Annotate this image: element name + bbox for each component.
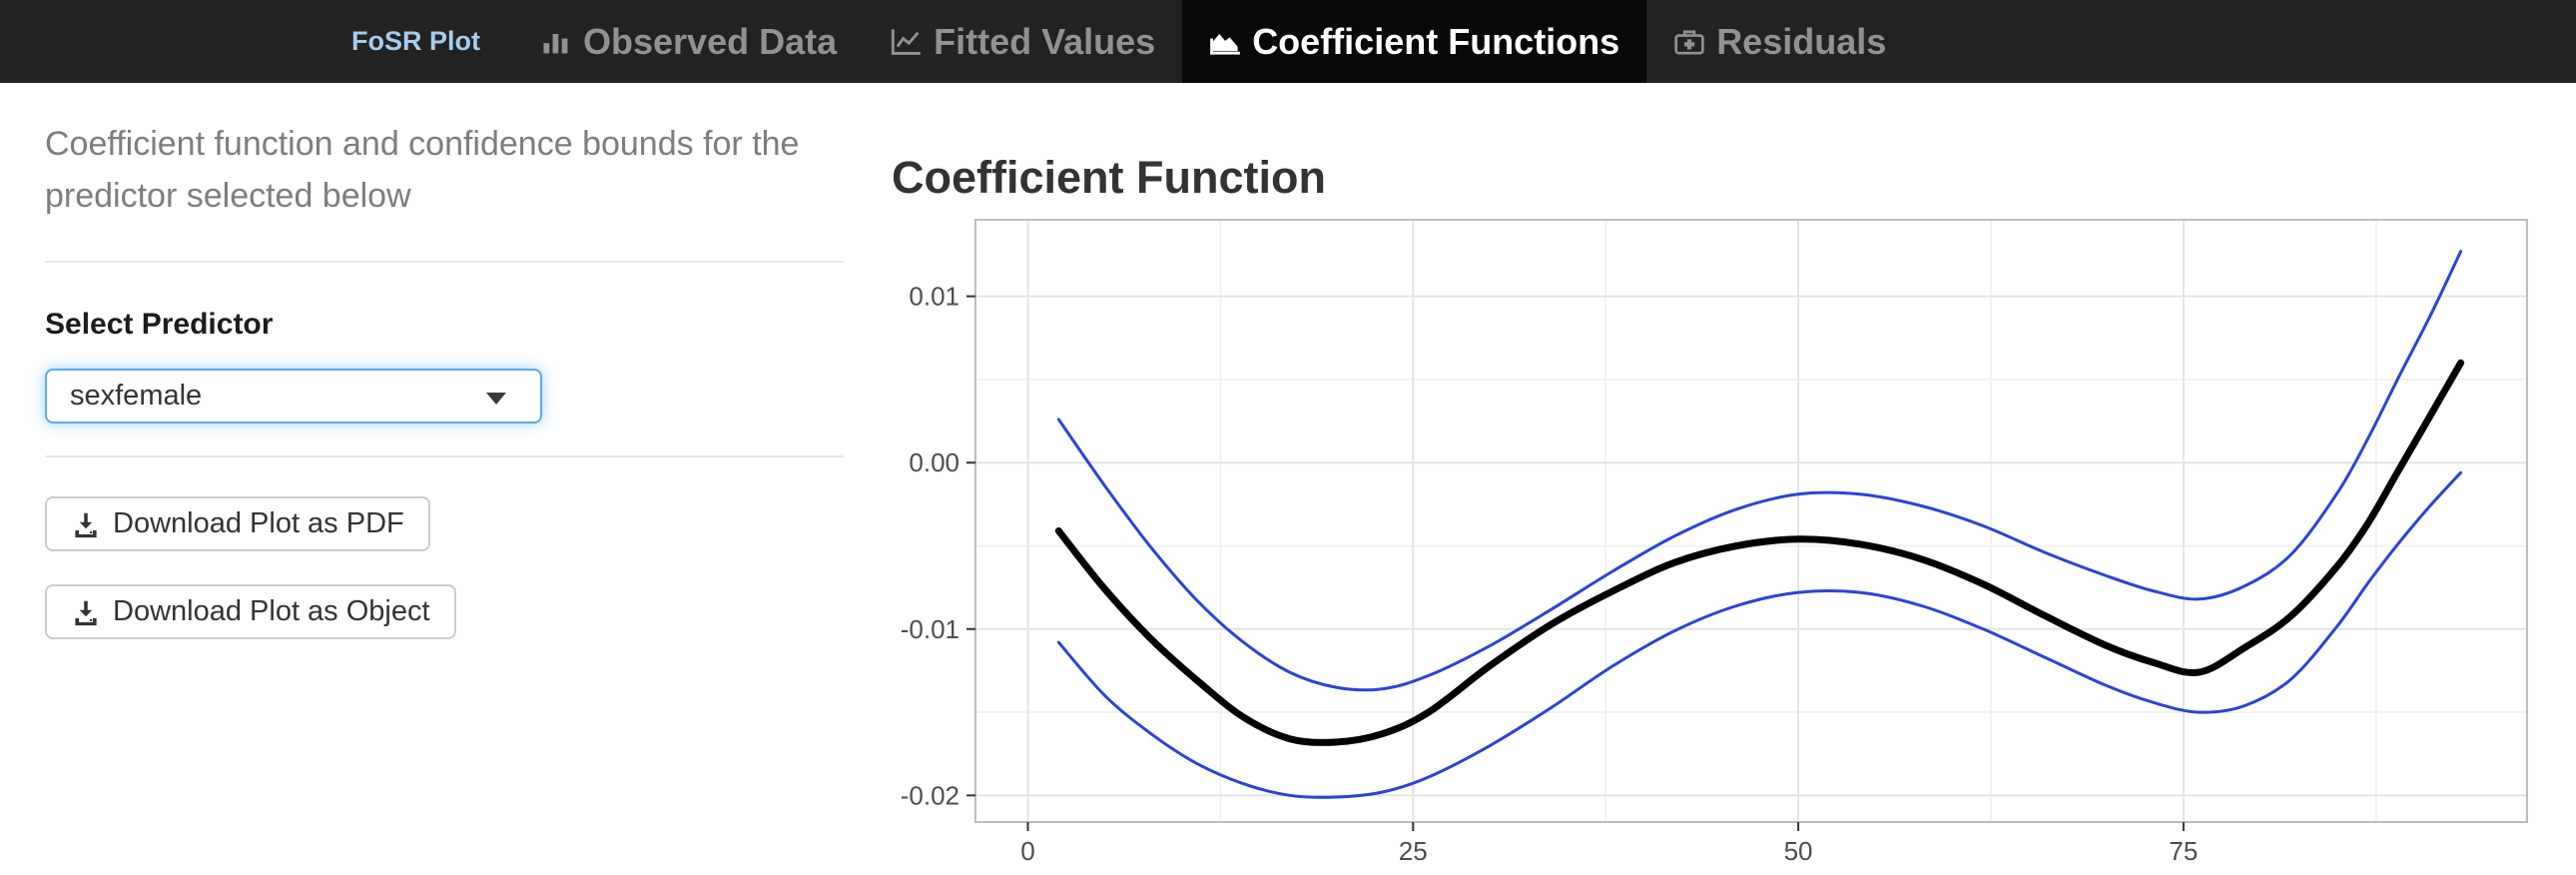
tab-label: Residuals [1716,20,1887,62]
download-object-button[interactable]: Download Plot as Object [45,584,456,639]
navbar-brand[interactable]: FoSR Plot [351,26,480,56]
chevron-down-icon [486,393,506,405]
bar-chart-icon [540,27,572,57]
predictor-select-value: sexfemale [70,380,203,412]
predictor-select[interactable]: sexfemale [45,369,542,424]
tab-label: Observed Data [583,20,838,62]
plot-title: Coefficient Function [892,152,1326,203]
download-icon [71,597,101,627]
area-chart-icon [1209,27,1241,57]
svg-text:-0.02: -0.02 [901,780,960,810]
svg-text:50: 50 [1784,836,1813,866]
svg-text:0.01: 0.01 [909,282,960,312]
download-pdf-button[interactable]: Download Plot as PDF [45,496,430,551]
svg-text:0: 0 [1020,836,1034,866]
sidebar-divider [45,261,844,263]
predictor-label: Select Predictor [45,308,274,341]
download-icon [71,509,101,539]
line-chart-icon [891,27,923,57]
download-object-label: Download Plot as Object [113,595,430,627]
medkit-icon [1673,27,1705,57]
tab-observed-data[interactable]: Observed Data [513,0,864,83]
tab-label: Fitted Values [934,20,1156,62]
tab-label: Coefficient Functions [1252,20,1620,62]
svg-text:0.00: 0.00 [909,447,960,477]
tab-residuals[interactable]: Residuals [1646,0,1913,83]
download-pdf-label: Download Plot as PDF [113,507,404,539]
sidebar-help-text: Coefficient function and confidence boun… [45,125,800,215]
svg-text:25: 25 [1399,836,1428,866]
tab-coefficient-functions[interactable]: Coefficient Functions [1182,0,1647,83]
svg-text:75: 75 [2169,836,2198,866]
sidebar: Coefficient function and confidence boun… [45,118,844,222]
navbar: FoSR Plot Observed Data Fitted Values Co… [0,0,2576,83]
tab-fitted-values[interactable]: Fitted Values [864,0,1182,83]
svg-text:-0.01: -0.01 [901,614,960,644]
sidebar-divider [45,455,844,457]
